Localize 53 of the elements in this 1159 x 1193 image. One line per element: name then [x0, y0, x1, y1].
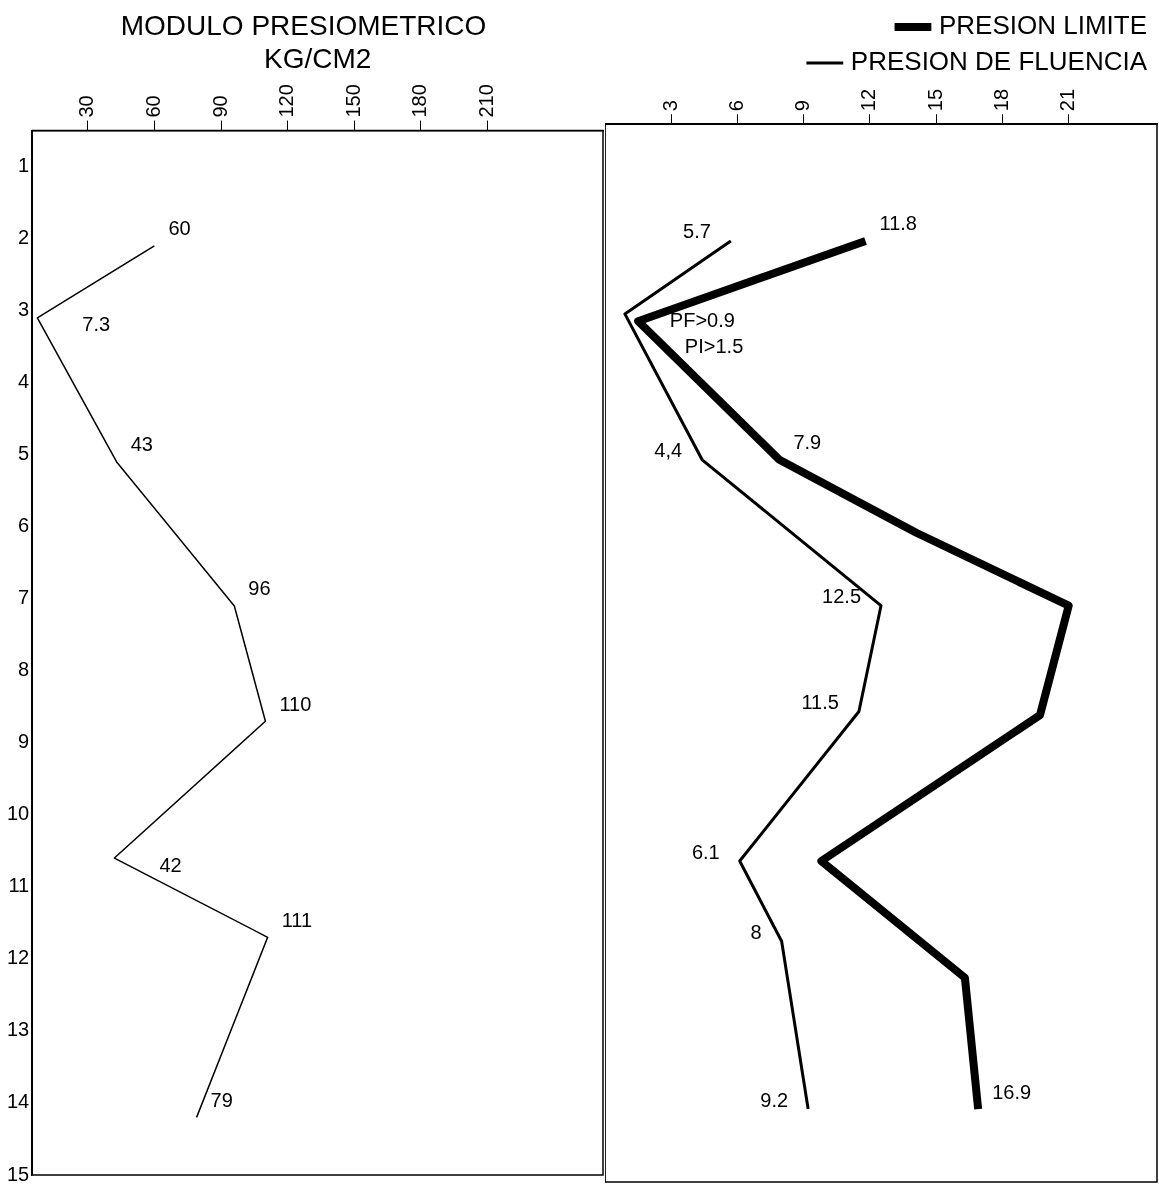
data-label: PI>1.5: [684, 335, 744, 358]
data-label: 111: [281, 908, 313, 931]
data-label: 96: [248, 577, 271, 600]
x-tick-label: 21: [1056, 89, 1079, 112]
y-tick-label: 7: [18, 586, 30, 609]
y-tick-label: 6: [18, 514, 30, 537]
data-label: 60: [168, 217, 191, 240]
x-tick-label: 6: [725, 100, 747, 112]
x-axis-title: KG/CM2: [263, 43, 372, 75]
y-tick-label: 13: [7, 1018, 30, 1041]
x-tick-label: 30: [75, 95, 98, 118]
data-label: 7.3: [82, 313, 111, 336]
y-tick-label: 10: [7, 802, 30, 825]
data-label: 8: [750, 920, 762, 943]
x-tick-label: 180: [408, 84, 431, 118]
x-tick-label: 90: [208, 95, 231, 118]
data-label: 16.9: [992, 1080, 1032, 1103]
y-tick-label: 9: [18, 730, 30, 753]
y-tick-label: 3: [18, 298, 30, 321]
data-label: 5.7: [683, 220, 711, 243]
data-label: 7.9: [793, 431, 822, 454]
data-label: 12.5: [822, 585, 862, 608]
y-tick-label: 5: [18, 442, 30, 465]
y-tick-label: 1: [18, 154, 30, 177]
y-tick-label: 8: [18, 658, 30, 681]
data-label: 79: [210, 1088, 233, 1111]
data-label: 6.1: [691, 840, 720, 863]
y-tick-label: 12: [7, 946, 30, 969]
y-tick-label: 4: [18, 370, 30, 393]
x-tick-label: 3: [658, 100, 681, 112]
y-tick-label: 14: [7, 1090, 30, 1113]
data-label: 9.2: [760, 1088, 789, 1111]
data-label: 110: [279, 692, 312, 715]
x-tick-label: 18: [989, 89, 1012, 112]
x-tick-label: 210: [475, 84, 498, 118]
x-tick-label: 9: [791, 100, 814, 112]
x-tick-label: 15: [923, 89, 946, 112]
data-label: 4,4: [654, 439, 683, 462]
data-label: PF>0.9: [669, 309, 735, 332]
chart-title: MODULO PRESIOMETRICO: [120, 9, 487, 41]
data-label: 11.8: [879, 212, 917, 235]
y-tick-label: 2: [18, 226, 30, 249]
legend-label: PRESION DE FLUENCIA: [850, 46, 1148, 77]
y-tick-label: 15: [7, 1162, 30, 1185]
data-label: 43: [130, 433, 153, 456]
x-tick-label: 120: [275, 84, 298, 118]
data-label: 11.5: [801, 691, 839, 713]
x-tick-label: 12: [857, 89, 880, 112]
data-label: 42: [159, 853, 182, 876]
x-tick-label: 150: [341, 84, 364, 118]
legend-label: PRESION LIMITE: [938, 10, 1148, 41]
y-tick-label: 11: [8, 874, 30, 897]
x-tick-label: 60: [141, 95, 164, 118]
